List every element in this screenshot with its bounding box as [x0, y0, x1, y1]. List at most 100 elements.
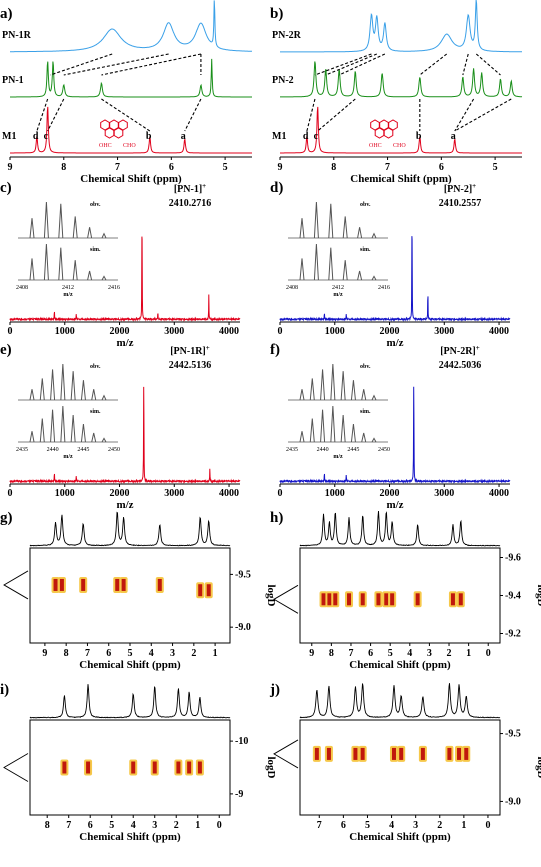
y-tick-label: -10 — [235, 736, 248, 747]
inset-tick-label: 2445 — [77, 447, 89, 453]
isotope-peak — [70, 414, 76, 443]
x-tick-label: 6 — [106, 648, 111, 659]
isotope-peak — [72, 260, 78, 281]
panel-label: g) — [0, 510, 13, 526]
isotope-peak — [357, 270, 363, 281]
correlation-line — [462, 53, 469, 76]
trace-line — [10, 58, 252, 98]
x-axis-label: m/z — [386, 337, 403, 349]
isotope-peak — [328, 203, 334, 239]
x-tick-label: 5 — [493, 162, 498, 173]
dosy-spot-core — [198, 584, 203, 597]
dosy-spot-core — [81, 578, 86, 591]
correlation-line — [63, 53, 169, 76]
inset-tick-label: 2450 — [378, 447, 390, 453]
correlation-line — [338, 53, 386, 76]
isotope-peak — [39, 418, 45, 443]
ms-trace — [9, 386, 241, 484]
peak-label: c — [44, 131, 49, 142]
ion-charge: + — [206, 344, 210, 352]
x-tick-label: 2000 — [110, 488, 130, 499]
isotope-peak — [29, 389, 35, 401]
x-tick-label: 2 — [191, 648, 196, 659]
x-tick-label: 1000 — [325, 326, 345, 337]
ring — [113, 127, 124, 139]
dosy-spot-core — [115, 578, 120, 591]
isotope-peak — [87, 227, 93, 239]
x-tick-label: 3 — [170, 648, 175, 659]
inset-tick-label: 2408 — [16, 285, 28, 291]
x-tick-label: 0 — [8, 326, 13, 337]
isotope-peak — [43, 243, 49, 281]
x-tick-label: 5 — [223, 162, 228, 173]
isotope-peak — [29, 431, 35, 443]
dosy-spot-core — [376, 593, 381, 606]
ion-label: [PN-1]+ — [174, 182, 206, 195]
isotope-peak — [299, 218, 305, 239]
isotope-peak — [58, 247, 64, 281]
isotope-peak — [350, 380, 356, 401]
trace-label: PN-1 — [2, 75, 24, 86]
obv-label: obv. — [90, 202, 101, 208]
inset-tick-label: 2435 — [16, 447, 28, 453]
obv-label: obv. — [360, 202, 371, 208]
isotope-peak — [39, 378, 45, 401]
y-tick-label: -9.0 — [235, 622, 251, 633]
isotope-peak — [309, 378, 315, 401]
dosy-spot-core — [447, 747, 452, 760]
dosy-spot-core — [450, 593, 455, 606]
ms-trace — [9, 236, 241, 322]
projection-1h — [299, 510, 501, 547]
correlation-line — [419, 53, 448, 76]
isotope-peak — [29, 258, 35, 281]
sim-label: sim. — [360, 247, 371, 253]
mass-label: 2410.2716 — [169, 198, 212, 209]
correlation-line — [454, 98, 512, 132]
x-axis-label: m/z — [116, 337, 133, 349]
y-tick-label: -9.4 — [505, 591, 521, 602]
correlation-line — [454, 98, 475, 132]
y-tick-label: -9.6 — [505, 553, 521, 564]
isotope-peak — [101, 232, 107, 239]
dosy-spot-core — [62, 761, 67, 774]
x-tick-label: 1 — [195, 820, 200, 831]
isotope-peak — [371, 394, 377, 401]
panel-label: j) — [269, 682, 280, 698]
panel-label: d) — [270, 180, 283, 196]
dosy-spot-core — [327, 593, 332, 606]
mass-label: 2442.5036 — [439, 360, 482, 371]
dosy-spot-core — [390, 593, 395, 606]
y-tick-label: -9.2 — [505, 629, 521, 640]
x-tick-label: 5 — [365, 820, 370, 831]
isotope-peak — [330, 363, 336, 401]
dosy-frame — [299, 719, 501, 816]
x-tick-label: 7 — [115, 162, 120, 173]
x-tick-label: 4 — [149, 648, 154, 659]
dosy-spot-core — [326, 747, 331, 760]
isotope-peak — [371, 232, 377, 239]
projection-1h — [29, 511, 231, 547]
x-tick-label: 6 — [341, 820, 346, 831]
isotope-peak — [313, 201, 319, 239]
ring — [388, 119, 398, 131]
x-tick-label: 1000 — [325, 488, 345, 499]
x-tick-label: 6 — [368, 648, 373, 659]
mass-label: 2410.2557 — [439, 198, 482, 209]
inset-xlabel: m/z — [63, 292, 73, 298]
panel-label: f) — [270, 342, 280, 358]
x-axis-label: Chemical Shift (ppm) — [349, 659, 451, 671]
peak-label: d — [33, 131, 39, 142]
x-axis-label: m/z — [386, 499, 403, 511]
correlation-line — [101, 53, 202, 76]
x-tick-label: 1000 — [55, 488, 75, 499]
isotope-peak — [29, 218, 35, 239]
x-axis-label: Chemical Shift (ppm) — [79, 659, 181, 671]
x-tick-label: 4 — [407, 648, 412, 659]
trace-line — [280, 0, 522, 53]
sim-label: sim. — [90, 409, 101, 415]
dosy-spot-core — [464, 747, 469, 760]
trace-line — [280, 61, 523, 98]
x-tick-label: 2000 — [380, 326, 400, 337]
dosy-spot-core — [384, 593, 389, 606]
x-tick-label: 0 — [486, 648, 491, 659]
